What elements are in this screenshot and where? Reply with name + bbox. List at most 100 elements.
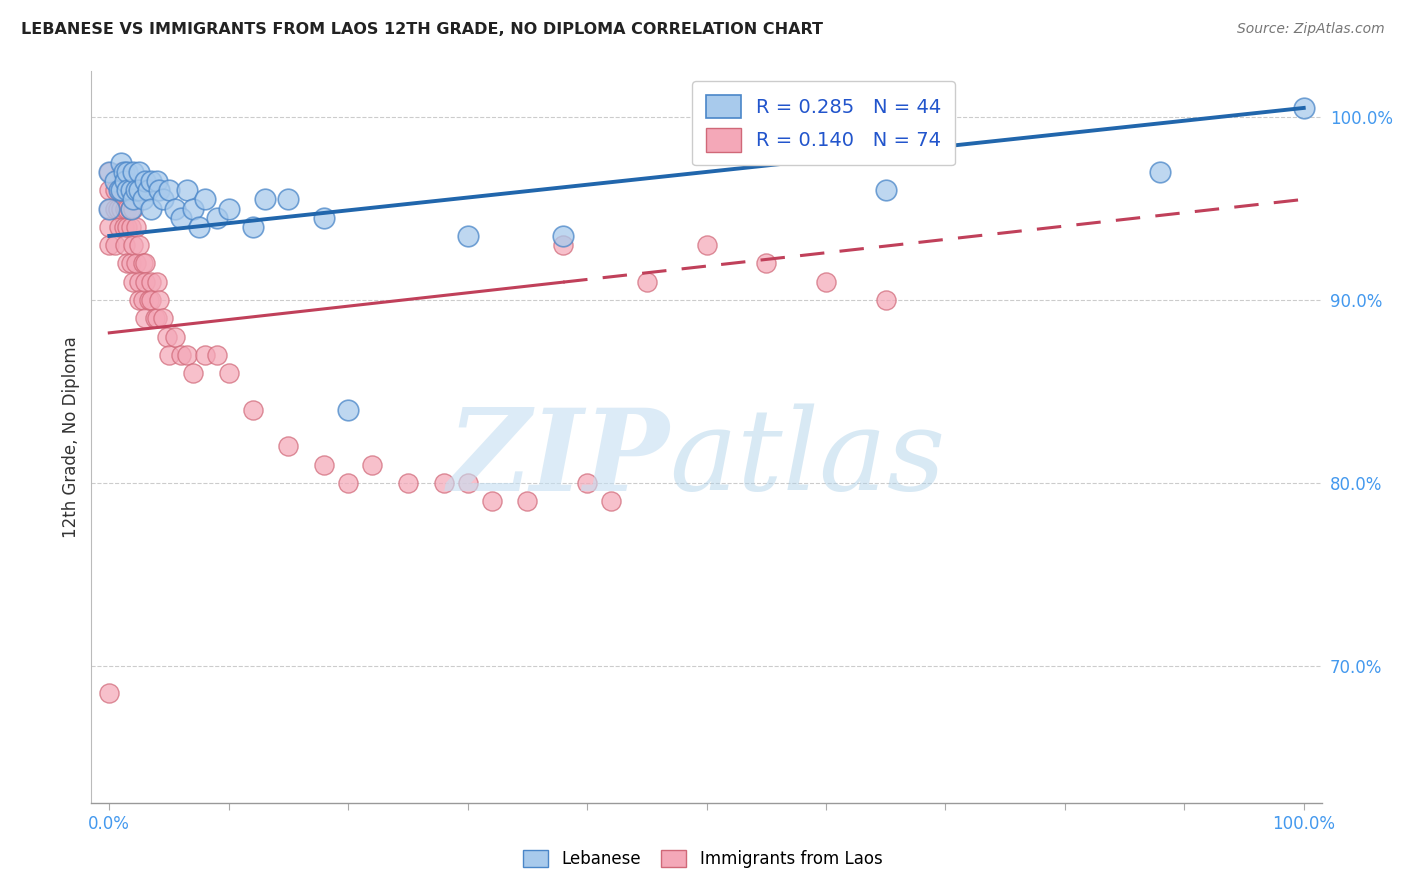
Point xyxy=(156,329,179,343)
Text: ZIP: ZIP xyxy=(447,403,669,515)
Point xyxy=(118,202,141,216)
Point xyxy=(187,219,209,234)
Point xyxy=(194,192,217,206)
Point xyxy=(361,458,384,472)
Point xyxy=(253,192,276,206)
Point xyxy=(115,183,138,197)
Point xyxy=(1292,101,1315,115)
Point xyxy=(98,219,121,234)
Point xyxy=(124,219,146,234)
Point xyxy=(114,174,136,188)
Point xyxy=(114,238,136,252)
Point xyxy=(481,494,503,508)
Point xyxy=(218,366,240,380)
Point xyxy=(396,475,419,490)
Point xyxy=(146,311,169,326)
Point xyxy=(170,348,193,362)
Point xyxy=(120,183,142,197)
Point xyxy=(696,238,718,252)
Point xyxy=(139,293,162,307)
Point xyxy=(146,275,169,289)
Point xyxy=(110,155,132,169)
Point xyxy=(98,165,121,179)
Point xyxy=(134,256,156,270)
Point xyxy=(163,329,186,343)
Point xyxy=(134,275,156,289)
Text: LEBANESE VS IMMIGRANTS FROM LAOS 12TH GRADE, NO DIPLOMA CORRELATION CHART: LEBANESE VS IMMIGRANTS FROM LAOS 12TH GR… xyxy=(21,22,823,37)
Point xyxy=(875,293,897,307)
Point xyxy=(600,494,623,508)
Point xyxy=(814,275,837,289)
Point xyxy=(122,165,145,179)
Point xyxy=(433,475,456,490)
Point xyxy=(110,202,132,216)
Point xyxy=(134,174,156,188)
Point xyxy=(576,475,599,490)
Point xyxy=(132,192,155,206)
Point xyxy=(115,256,138,270)
Point xyxy=(128,183,150,197)
Point xyxy=(107,202,129,216)
Point xyxy=(128,165,150,179)
Point xyxy=(176,183,198,197)
Point xyxy=(181,366,204,380)
Point xyxy=(98,686,121,700)
Point xyxy=(553,238,575,252)
Point xyxy=(115,219,138,234)
Point xyxy=(875,183,897,197)
Point xyxy=(553,228,575,243)
Point xyxy=(176,348,198,362)
Point xyxy=(98,183,121,197)
Point xyxy=(242,402,264,417)
Point xyxy=(516,494,538,508)
Point xyxy=(114,202,136,216)
Point xyxy=(110,165,132,179)
Point xyxy=(136,183,159,197)
Point xyxy=(128,238,150,252)
Point xyxy=(134,311,156,326)
Point xyxy=(152,192,174,206)
Point xyxy=(104,174,127,188)
Point xyxy=(205,211,228,225)
Point xyxy=(163,202,186,216)
Point xyxy=(157,348,180,362)
Legend: Lebanese, Immigrants from Laos: Lebanese, Immigrants from Laos xyxy=(517,843,889,875)
Point xyxy=(139,275,162,289)
Point xyxy=(124,183,146,197)
Point xyxy=(104,238,127,252)
Point xyxy=(194,348,217,362)
Point xyxy=(337,475,360,490)
Point xyxy=(98,202,121,216)
Point xyxy=(457,475,479,490)
Point xyxy=(115,183,138,197)
Point xyxy=(98,165,121,179)
Point xyxy=(314,458,336,472)
Point xyxy=(205,348,228,362)
Point xyxy=(112,165,135,179)
Point xyxy=(152,311,174,326)
Point xyxy=(98,238,121,252)
Point xyxy=(132,256,155,270)
Point xyxy=(314,211,336,225)
Point xyxy=(120,219,142,234)
Point xyxy=(104,202,127,216)
Point xyxy=(157,183,180,197)
Point xyxy=(218,202,240,216)
Point xyxy=(120,256,142,270)
Point xyxy=(108,219,131,234)
Point xyxy=(143,311,166,326)
Point xyxy=(146,174,169,188)
Point xyxy=(138,293,160,307)
Point xyxy=(104,183,127,197)
Point xyxy=(110,183,132,197)
Point xyxy=(98,202,121,216)
Point xyxy=(457,228,479,243)
Point xyxy=(148,293,170,307)
Point xyxy=(128,293,150,307)
Point xyxy=(122,192,145,206)
Point xyxy=(115,202,138,216)
Point xyxy=(128,275,150,289)
Point xyxy=(242,219,264,234)
Point xyxy=(124,256,146,270)
Text: atlas: atlas xyxy=(669,404,946,515)
